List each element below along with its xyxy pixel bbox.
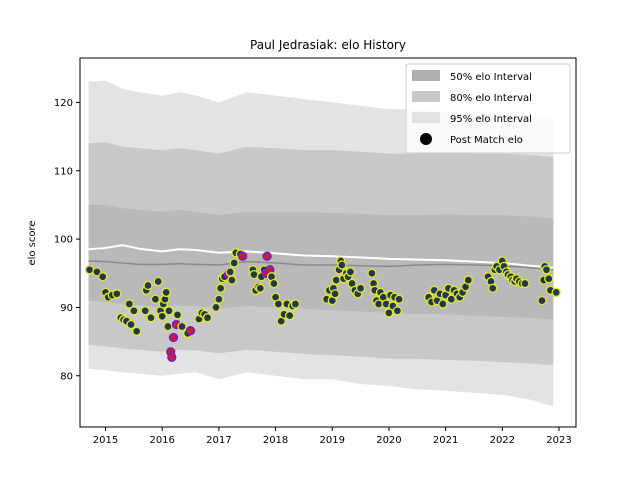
chart-title: Paul Jedrasiak: elo History bbox=[250, 38, 406, 52]
legend-box bbox=[405, 63, 571, 154]
post-match-point bbox=[330, 289, 340, 299]
post-match-point bbox=[249, 269, 259, 280]
post-match-point bbox=[463, 275, 473, 285]
post-match-point bbox=[163, 321, 173, 332]
post-match-point bbox=[214, 294, 224, 304]
post-match-point bbox=[215, 283, 226, 293]
x-tick-label: 2019 bbox=[320, 435, 345, 446]
post-match-point bbox=[185, 326, 196, 336]
x-tick-label: 2022 bbox=[490, 435, 515, 446]
x-tick-label: 2018 bbox=[263, 435, 288, 446]
post-match-point bbox=[345, 267, 356, 277]
post-match-point bbox=[202, 313, 213, 323]
post-match-point bbox=[438, 299, 448, 309]
post-match-point bbox=[551, 287, 561, 298]
elo-lines bbox=[88, 244, 554, 271]
post-match-point bbox=[153, 276, 163, 287]
post-match-point bbox=[367, 268, 377, 278]
x-tick-label: 2016 bbox=[149, 435, 174, 446]
post-match-point bbox=[541, 265, 552, 275]
x-tick-label: 2017 bbox=[206, 435, 231, 446]
post-match-point bbox=[177, 321, 187, 332]
post-match-point bbox=[355, 283, 366, 293]
y-tick-label: 90 bbox=[60, 303, 73, 314]
x-tick-label: 2020 bbox=[376, 435, 401, 446]
post-match-point bbox=[157, 311, 167, 321]
y-tick-label: 120 bbox=[54, 98, 73, 109]
post-match-points bbox=[84, 248, 561, 362]
median-elo-line bbox=[88, 260, 554, 271]
post-match-point bbox=[229, 258, 239, 268]
post-match-point bbox=[255, 283, 265, 293]
post-match-point bbox=[146, 313, 156, 323]
y-tick-label: 100 bbox=[54, 235, 73, 246]
legend-marker-post-match bbox=[420, 133, 432, 145]
x-tick-label: 2021 bbox=[433, 435, 458, 446]
y-tick-label: 80 bbox=[60, 371, 73, 382]
post-match-point bbox=[394, 294, 404, 304]
post-match-point bbox=[112, 289, 122, 299]
post-match-point bbox=[488, 283, 498, 293]
post-match-point bbox=[238, 251, 248, 261]
post-match-point bbox=[132, 326, 142, 336]
post-match-point bbox=[227, 275, 237, 285]
post-match-point bbox=[537, 295, 547, 306]
post-match-point bbox=[337, 260, 347, 270]
post-match-point bbox=[392, 306, 403, 316]
post-match-point bbox=[269, 278, 279, 289]
post-match-point bbox=[446, 294, 456, 304]
post-match-point bbox=[98, 272, 108, 282]
post-match-point bbox=[168, 332, 179, 343]
post-match-point bbox=[520, 278, 530, 289]
post-match-point bbox=[285, 310, 295, 321]
post-match-point bbox=[126, 319, 136, 330]
post-match-point bbox=[290, 299, 301, 309]
x-axis: 2015 2016 2017 2018 2019 2020 2021 2022 2023 bbox=[93, 427, 572, 446]
post-match-point bbox=[143, 280, 153, 291]
post-match-point bbox=[161, 287, 171, 298]
post-match-point bbox=[262, 251, 272, 261]
mean-elo-line bbox=[88, 244, 554, 269]
post-match-point bbox=[331, 275, 341, 285]
post-match-point bbox=[140, 306, 150, 316]
y-axis-label: elo score bbox=[27, 220, 38, 265]
legend-label-95: 95% elo Interval bbox=[450, 114, 532, 125]
post-match-point bbox=[164, 306, 174, 316]
plot-frame bbox=[79, 57, 577, 428]
y-axis: 80 90 100 110 120 bbox=[54, 98, 80, 382]
post-match-point bbox=[84, 265, 95, 275]
legend-swatch-95 bbox=[412, 112, 440, 123]
x-tick-label: 2023 bbox=[546, 435, 571, 446]
legend-label-post-match: Post Match elo bbox=[450, 135, 523, 146]
post-match-point bbox=[211, 302, 221, 313]
post-match-point bbox=[225, 267, 235, 277]
post-match-point bbox=[167, 352, 177, 362]
post-match-point bbox=[172, 310, 183, 320]
x-tick-label: 2015 bbox=[93, 435, 118, 446]
legend-label-80: 80% elo Interval bbox=[450, 93, 532, 104]
post-match-point bbox=[129, 306, 139, 316]
y-tick-label: 110 bbox=[54, 166, 73, 177]
post-match-point bbox=[384, 308, 394, 318]
legend-swatch-80 bbox=[412, 91, 440, 102]
legend: 50% elo Interval 80% elo Interval 95% el… bbox=[405, 63, 571, 154]
plot-area bbox=[79, 57, 577, 428]
post-match-point bbox=[544, 274, 554, 284]
legend-label-50: 50% elo Interval bbox=[450, 72, 532, 83]
post-match-point bbox=[124, 299, 134, 309]
legend-swatch-50 bbox=[412, 70, 440, 81]
post-match-point bbox=[150, 294, 161, 304]
post-match-point bbox=[273, 299, 284, 309]
